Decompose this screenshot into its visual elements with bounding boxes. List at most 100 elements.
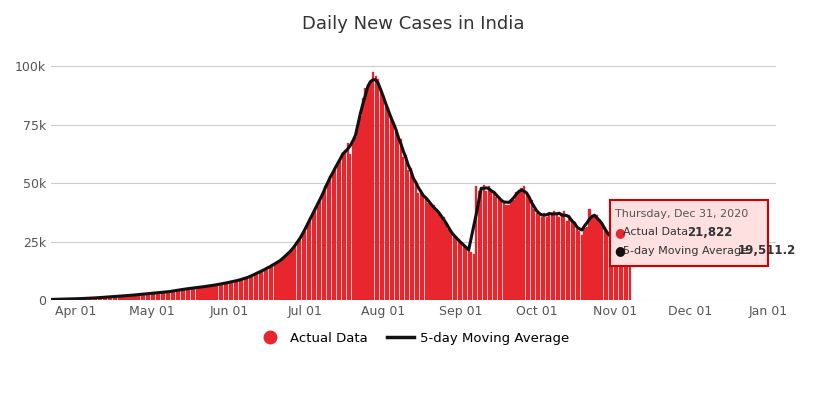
Bar [319, 199, 322, 300]
Bar [103, 297, 105, 300]
Bar [238, 280, 241, 300]
Bar [329, 176, 331, 300]
Bar [503, 203, 505, 300]
Bar [574, 222, 575, 300]
Bar [362, 98, 364, 300]
Bar [339, 157, 341, 300]
Bar [619, 246, 621, 300]
Bar [601, 223, 603, 300]
Bar [510, 199, 512, 300]
Bar [387, 108, 389, 300]
Bar [143, 294, 145, 300]
Bar [294, 246, 296, 300]
Bar [513, 201, 515, 300]
Bar [593, 217, 596, 300]
Bar [98, 298, 100, 300]
Bar [455, 238, 457, 300]
Bar [365, 88, 366, 300]
Bar [349, 154, 352, 300]
Bar [156, 293, 157, 300]
Bar [551, 213, 552, 300]
Bar [442, 217, 445, 300]
Bar [470, 252, 472, 300]
Bar [171, 291, 173, 300]
Bar [460, 242, 462, 300]
Bar [60, 299, 62, 300]
Bar [87, 298, 90, 300]
Bar [82, 298, 85, 300]
Bar [335, 169, 336, 300]
Bar [486, 191, 487, 300]
Bar [312, 213, 314, 300]
Bar [495, 196, 498, 300]
Bar [533, 209, 535, 300]
Bar [302, 233, 304, 300]
Bar [153, 293, 155, 300]
Bar [367, 89, 369, 300]
Bar [52, 299, 55, 300]
Bar [65, 299, 67, 300]
Bar [121, 296, 122, 300]
Bar [453, 237, 455, 300]
Bar [521, 188, 522, 300]
Bar [151, 293, 153, 300]
Bar [556, 215, 558, 300]
Bar [184, 289, 185, 300]
Text: ●: ● [614, 226, 626, 239]
Bar [392, 123, 394, 300]
Bar [198, 287, 201, 300]
Bar [412, 177, 415, 300]
Bar [614, 239, 616, 300]
Bar [75, 299, 78, 300]
Bar [445, 223, 447, 300]
Bar [115, 296, 118, 300]
Bar [266, 268, 268, 300]
Bar [277, 263, 278, 300]
Bar [256, 272, 259, 300]
Bar [191, 288, 193, 300]
Bar [337, 164, 339, 300]
Bar [410, 168, 412, 300]
Bar [379, 89, 382, 300]
Bar [314, 209, 317, 300]
Bar [249, 277, 251, 300]
Bar [113, 296, 115, 300]
Bar [145, 294, 148, 300]
Bar [201, 287, 203, 300]
Bar [126, 296, 127, 300]
Bar [370, 82, 371, 300]
Bar [563, 210, 565, 300]
Bar [543, 212, 545, 300]
Bar [583, 228, 586, 300]
Bar [606, 233, 608, 300]
Bar [284, 257, 286, 300]
Bar [268, 266, 271, 300]
Bar [609, 238, 610, 300]
Bar [259, 272, 261, 300]
Bar [432, 205, 435, 300]
Bar [208, 286, 211, 300]
Bar [430, 204, 432, 300]
Bar [498, 197, 500, 300]
Bar [110, 297, 113, 300]
Bar [286, 254, 289, 300]
Bar [206, 286, 208, 300]
Bar [246, 277, 248, 300]
Bar [528, 196, 530, 300]
Bar [435, 210, 437, 300]
Bar [576, 229, 578, 300]
Bar [282, 258, 283, 300]
Bar [417, 193, 419, 300]
Bar [80, 299, 82, 300]
Bar [211, 286, 213, 300]
Bar [251, 276, 253, 300]
Bar [118, 296, 120, 300]
Title: Daily New Cases in India: Daily New Cases in India [302, 15, 525, 33]
Bar [244, 278, 246, 300]
Bar [261, 271, 264, 300]
Bar [561, 213, 563, 300]
Bar [73, 299, 75, 300]
Bar [289, 251, 291, 300]
Bar [568, 215, 570, 300]
Bar [382, 99, 384, 300]
